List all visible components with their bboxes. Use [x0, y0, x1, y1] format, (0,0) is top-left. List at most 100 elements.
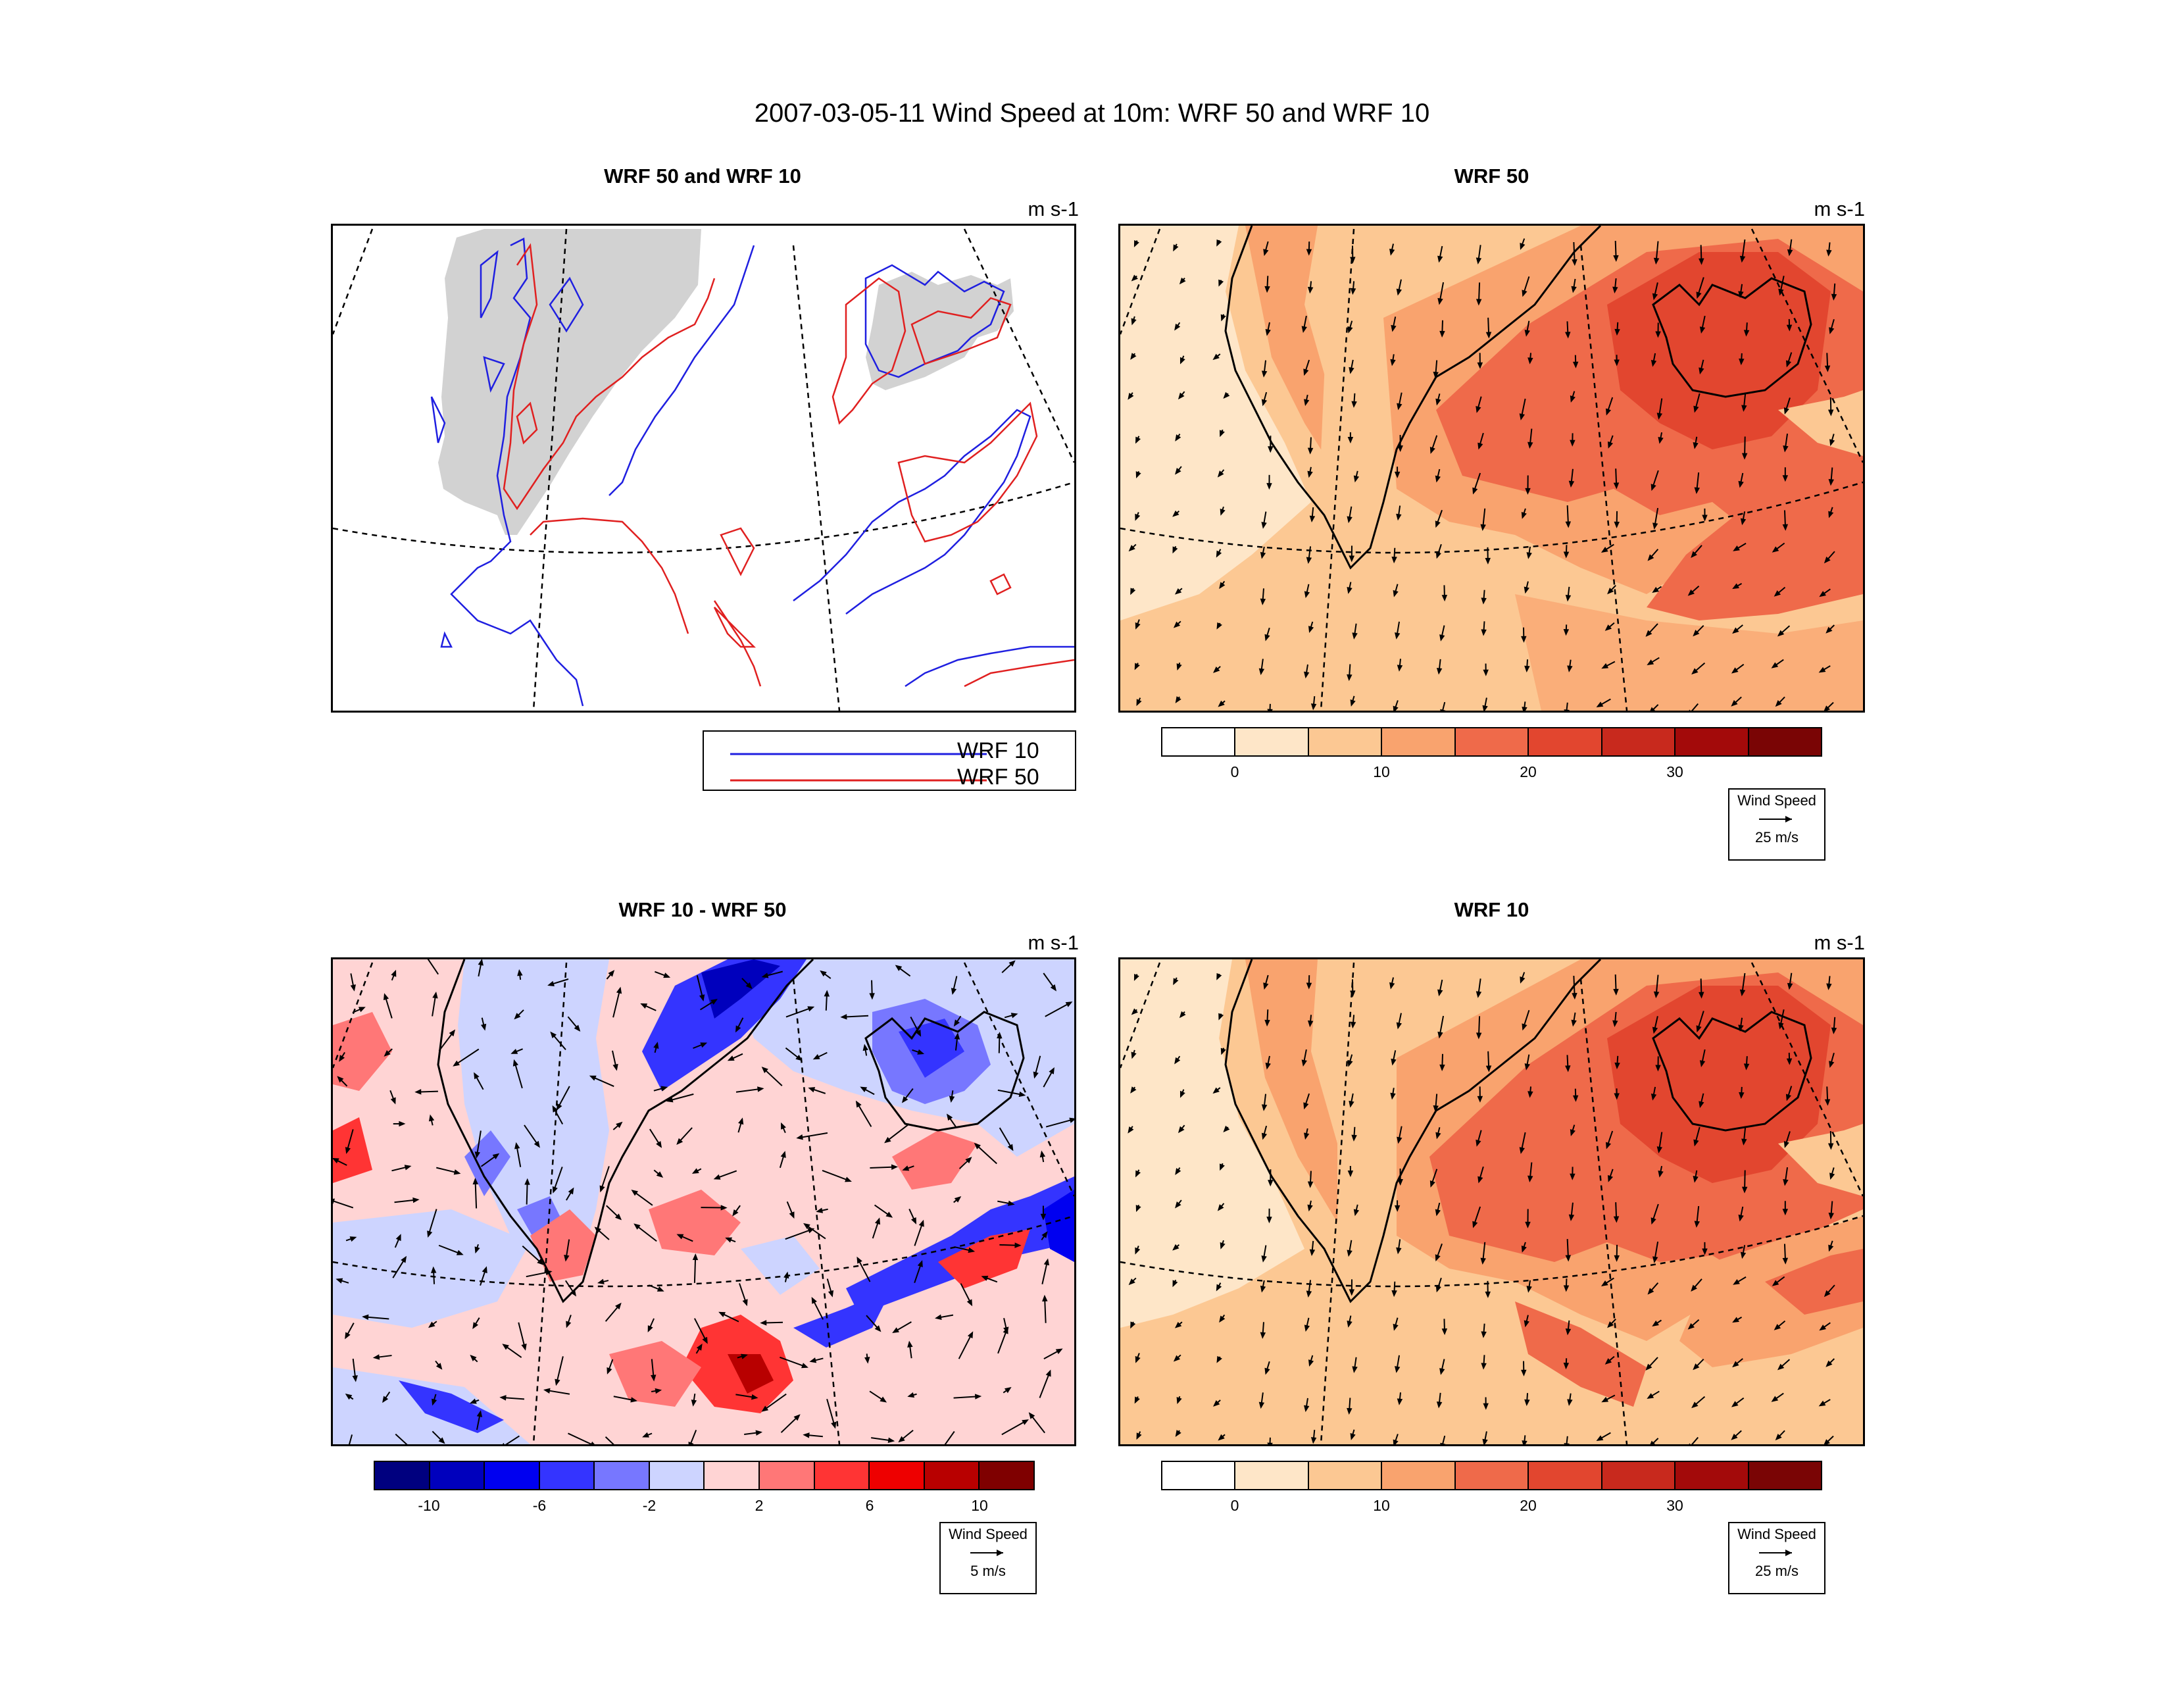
wind-vector-head [1216, 550, 1222, 558]
wind-vector-head [1396, 1022, 1402, 1030]
wind-vector-head [1216, 1284, 1222, 1292]
wind-vector-head [1783, 1141, 1789, 1148]
wind-vector-head [1175, 696, 1181, 703]
colorbar-tick-label: -10 [418, 1497, 440, 1514]
wind-vector-head [1352, 632, 1358, 640]
wind-vector-head [1393, 705, 1399, 711]
map-difference [331, 957, 1076, 1446]
wind-vector-head [1829, 1061, 1835, 1069]
wind-vector-head [537, 1258, 544, 1265]
wind-vector-head [1004, 1386, 1012, 1394]
wind-vector-head [1303, 1102, 1309, 1110]
wind-vector-head [1481, 629, 1487, 636]
wind-vector-head [755, 1430, 763, 1436]
wind-vector-head [745, 982, 753, 990]
wind-vector-head [1212, 1087, 1220, 1094]
colorbar-swatch [1675, 728, 1749, 755]
colorbar-swatch [760, 1462, 815, 1489]
wind-vector-head [1525, 488, 1531, 495]
wind-vector-head [1787, 982, 1793, 990]
wind-vector-head [917, 1260, 923, 1267]
wind-vector-head [891, 1164, 899, 1171]
wind-vector-head [599, 1185, 605, 1193]
wind-vector-head [1482, 705, 1488, 711]
wind-vector-head [1819, 591, 1827, 597]
wind-vector-head [642, 1432, 649, 1438]
wind-vector-head [1699, 258, 1704, 265]
wind-vector-head [1741, 453, 1748, 460]
wind-vector-head [1008, 1200, 1015, 1206]
wind-vector-head [1571, 286, 1577, 293]
wind-vector-head [1174, 588, 1182, 595]
wind-vector-head [1650, 1217, 1656, 1225]
wind-vector-head [1739, 255, 1746, 263]
colorbar-swatch [1749, 1462, 1821, 1489]
wind-vector-head [1783, 1179, 1789, 1186]
wind-vector-head [742, 1299, 748, 1307]
wind-vector-head [808, 1087, 816, 1093]
wind-vector-head [1650, 707, 1656, 711]
wind-vector-head [862, 1044, 868, 1051]
wind-vector-head [1482, 1438, 1488, 1444]
wind-vector-head [1819, 1325, 1827, 1331]
wind-vector-head [710, 999, 718, 1005]
reference-vector-value: 25 m/s [1754, 829, 1799, 846]
colorbar-swatch [814, 1462, 870, 1489]
wind-vector-head [1604, 624, 1612, 631]
contour-wrf50 [503, 243, 1074, 688]
wind-vector-head [1771, 662, 1779, 669]
wind-vector-head [1040, 1213, 1047, 1221]
wind-vector-head [435, 1363, 443, 1370]
wind-vector-head [1176, 1397, 1182, 1405]
wind-vector-head [1738, 1024, 1744, 1032]
wind-vector-head [1223, 1125, 1230, 1132]
wind-vector-head [1304, 1325, 1310, 1332]
wind-vector-head [1216, 239, 1222, 247]
wind-vector-head [1135, 1355, 1141, 1363]
wind-vector-head [700, 1042, 708, 1048]
wind-vector-head [1650, 484, 1656, 492]
wind-vector-head [1731, 1433, 1738, 1440]
wind-vector-head [631, 1190, 639, 1196]
land-finland [866, 272, 1014, 390]
wind-vector-head [1526, 552, 1532, 559]
colorbar-swatch [1382, 1462, 1456, 1489]
wind-vector-head [1522, 1440, 1527, 1444]
wind-vector-head [1131, 274, 1138, 282]
wind-vector-head [1347, 1407, 1353, 1415]
reference-arrow-icon [1759, 1550, 1792, 1556]
wind-vector-head [720, 1205, 728, 1211]
wind-vector-head [1135, 513, 1141, 521]
wind-vector-head [1397, 403, 1402, 411]
wind-vector-head [1389, 982, 1395, 990]
colorbar-tick-label: 10 [1373, 763, 1390, 780]
wind-vector-head [1739, 989, 1746, 997]
wind-vector-head [1395, 632, 1401, 640]
colorbar-swatch [1382, 728, 1456, 755]
colorbar-swatch [1602, 1462, 1676, 1489]
wind-vector-head [1699, 1101, 1704, 1109]
wind-vector-head [401, 1255, 407, 1263]
wind-vector-head [801, 1363, 808, 1369]
wind-vector-head [1350, 990, 1356, 997]
wind-vector-head [676, 1234, 684, 1240]
wind-vector-head [1264, 1367, 1270, 1375]
wind-vector-head [1347, 1059, 1353, 1067]
reference-vector-value: 25 m/s [1754, 1563, 1799, 1579]
wind-vector-head [574, 1024, 581, 1032]
wind-vector-head [333, 1198, 335, 1204]
wind-vector-head [1691, 1284, 1697, 1292]
wind-vector-head [1485, 557, 1491, 565]
wind-vector-head [1563, 551, 1570, 559]
wind-vector-head [666, 1097, 674, 1103]
wind-vector-head [809, 1357, 817, 1363]
colorbar-wrf50 [1161, 727, 1822, 757]
reference-vector-wrf50: Wind Speed 25 m/s [1728, 788, 1825, 861]
wind-vector-head [568, 1187, 574, 1195]
wind-vector-head [1347, 1321, 1353, 1328]
colorbar-swatch [870, 1462, 925, 1489]
panel-title-diff: WRF 10 - WRF 50 [618, 898, 787, 921]
reference-vector-label: Wind Speed [949, 1526, 1028, 1542]
wind-vector-head [1303, 671, 1310, 679]
wind-vector [797, 1132, 828, 1139]
